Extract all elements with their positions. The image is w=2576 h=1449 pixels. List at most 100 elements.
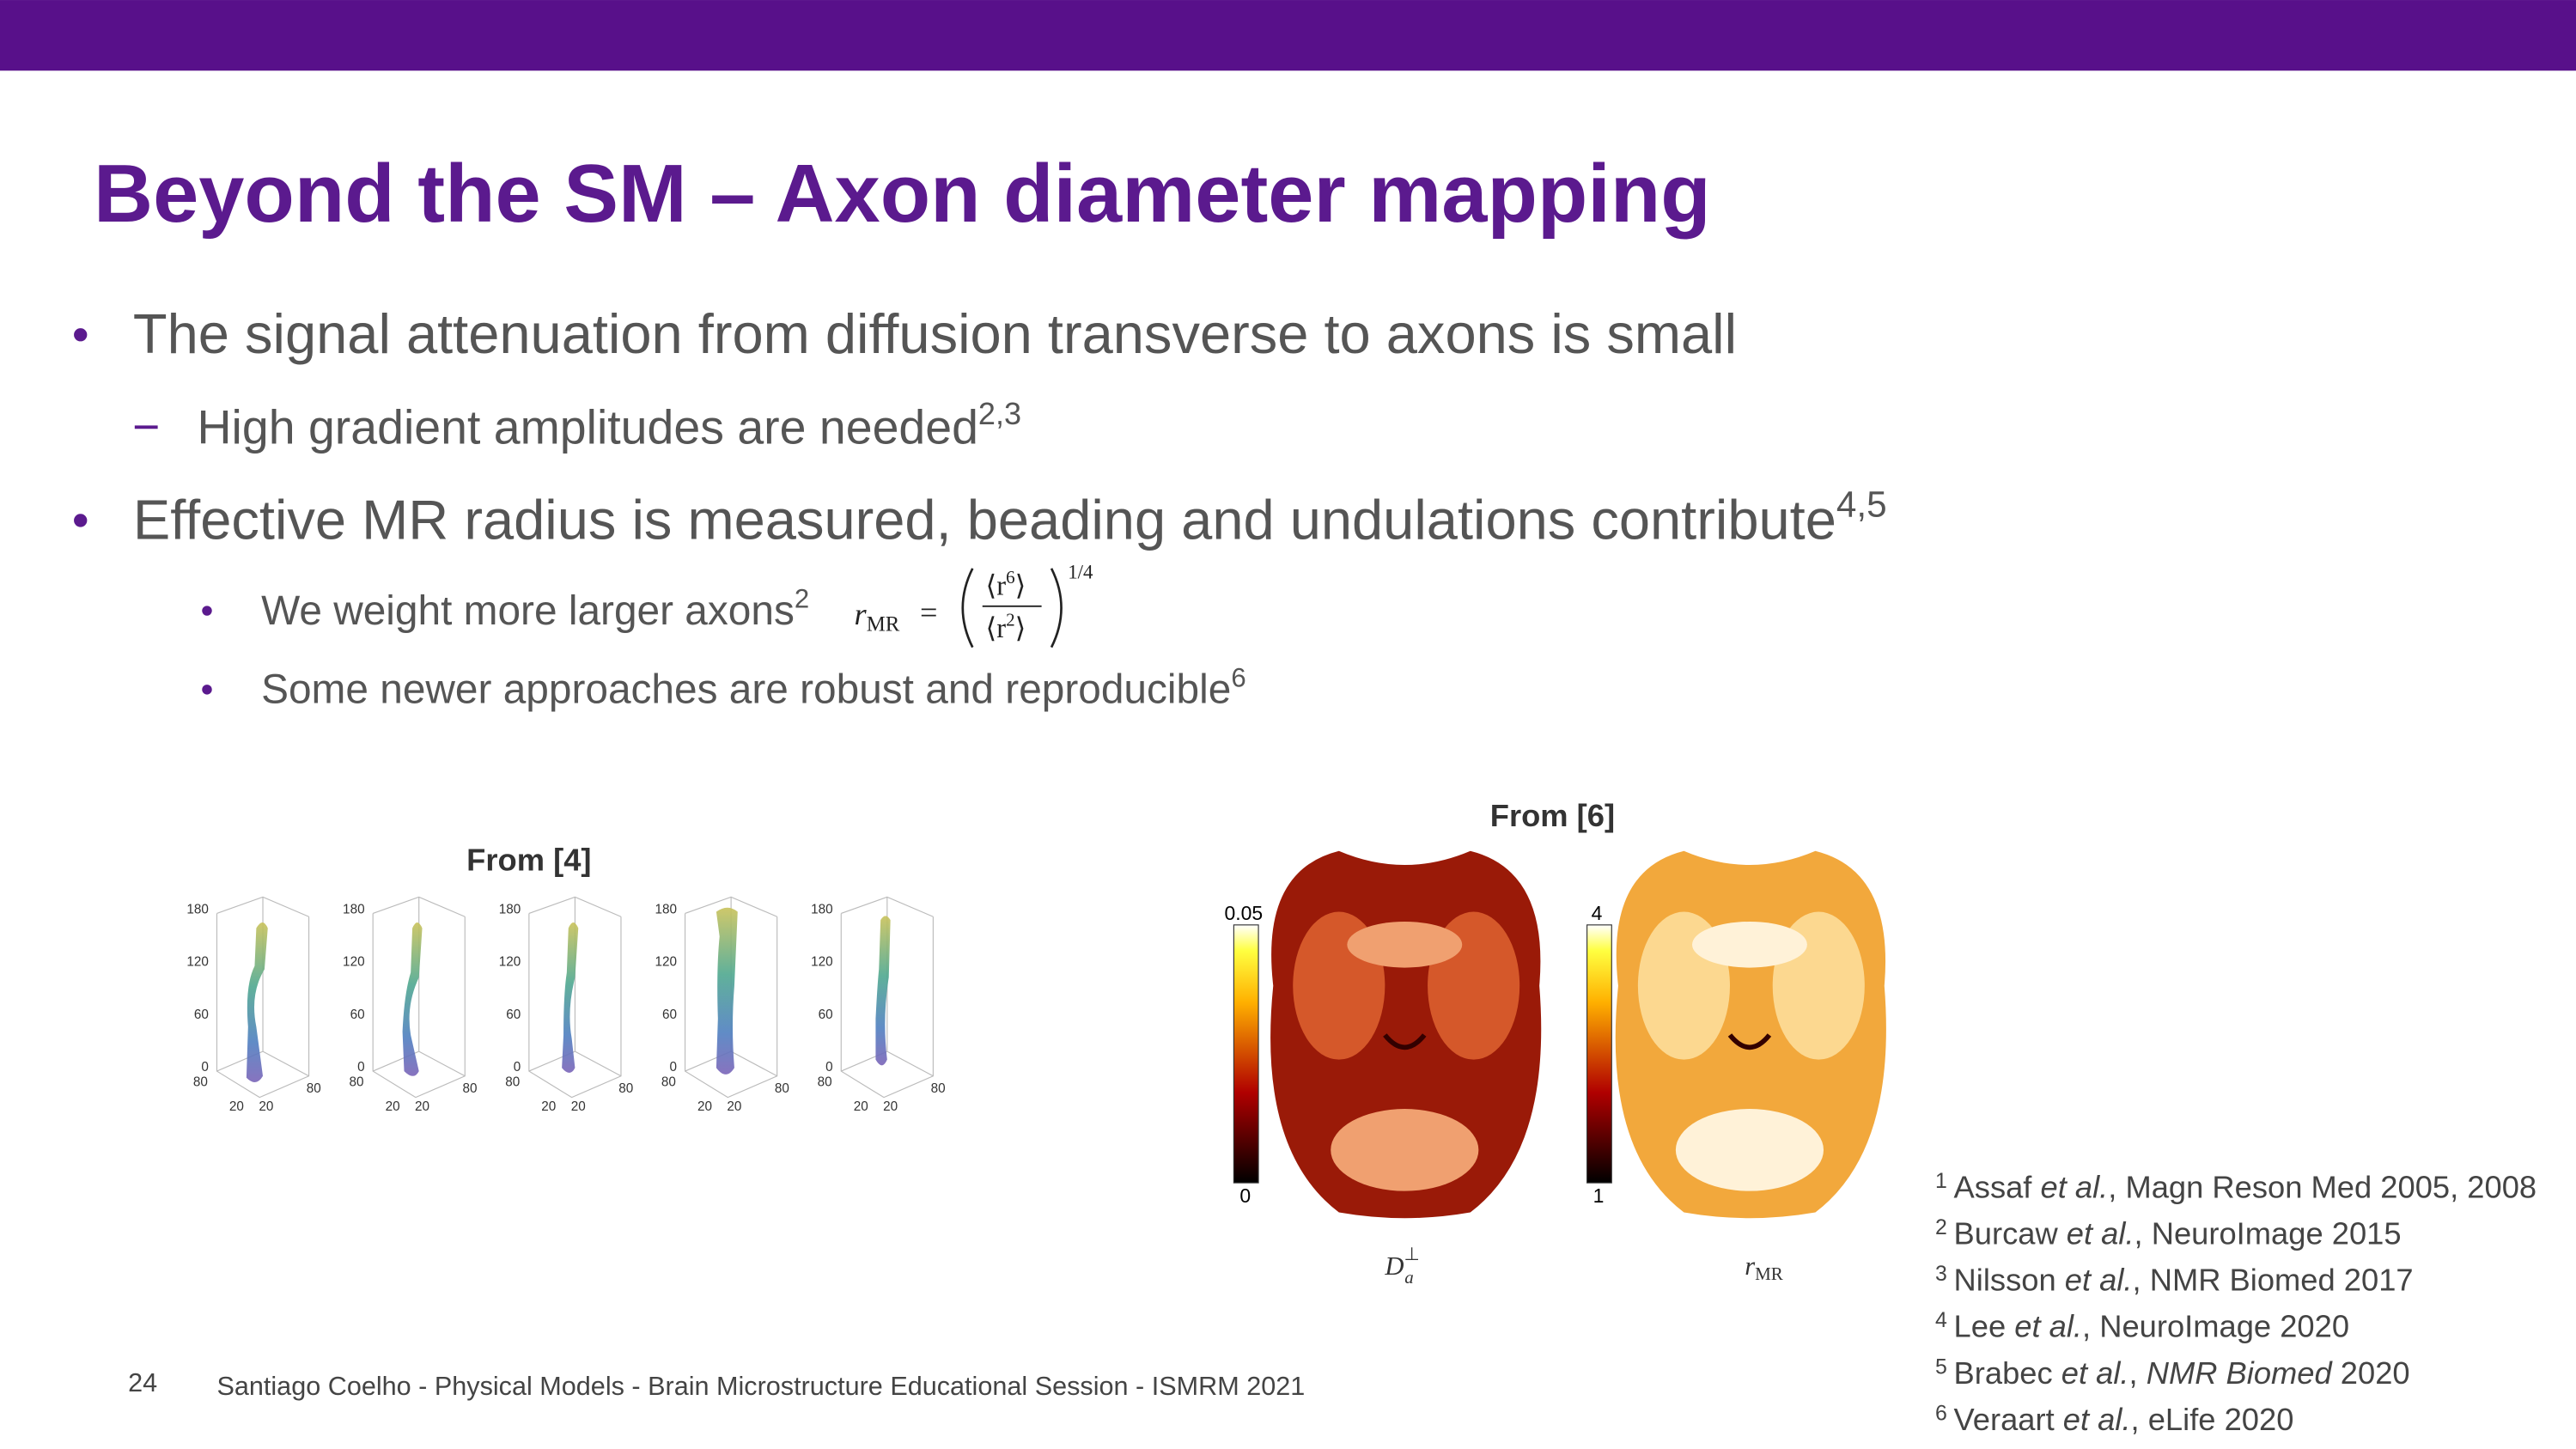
depth-label: 80	[931, 1081, 946, 1096]
width-label: 20	[883, 1099, 898, 1114]
width-label: 20	[697, 1099, 712, 1114]
reference-number: 1	[1935, 1169, 1947, 1193]
reference-part: Nilsson	[1954, 1263, 2065, 1298]
reference-part: Assaf	[1954, 1169, 2041, 1204]
reference: 2 Burcaw et al., NeuroImage 2015	[1935, 1215, 2401, 1251]
reference-number: 3	[1935, 1262, 1947, 1286]
axon-surface	[875, 916, 891, 1066]
reference: 4 Lee et al., NeuroImage 2020	[1935, 1308, 2349, 1343]
paren-left	[961, 568, 974, 648]
width-label: 20	[541, 1099, 556, 1114]
reference-part: , NMR Biomed 2017	[2133, 1263, 2414, 1298]
brain-region	[1692, 922, 1807, 968]
brain-region	[1675, 1109, 1824, 1191]
bullet-dot	[74, 328, 88, 342]
formula-power: 1/4	[1068, 561, 1093, 582]
reference-part: Burcaw	[1954, 1215, 2067, 1251]
width-label: 20	[415, 1099, 429, 1114]
bullet-text: The signal attenuation from diffusion tr…	[133, 302, 1737, 365]
formula-close: ⟩	[1015, 613, 1026, 644]
z-tick-label: 60	[350, 1008, 365, 1022]
reference-number: 2	[1935, 1215, 1947, 1239]
formula-base: ⟨r	[986, 570, 1007, 601]
bullet-text: High gradient amplitudes are needed2,3	[198, 396, 1022, 454]
colorbar	[1233, 924, 1259, 1184]
z-tick-label: 0	[201, 1060, 209, 1075]
formula-equals: =	[920, 595, 938, 630]
depth-label: 80	[193, 1075, 208, 1089]
ventricle	[1383, 1033, 1427, 1050]
reference-part: , eLife 2020	[2131, 1402, 2294, 1437]
plot-frame	[840, 896, 934, 1099]
formula-lhs: rMR	[855, 597, 900, 636]
width-label: 20	[229, 1099, 244, 1114]
width-label: 20	[727, 1099, 741, 1114]
z-tick-label: 120	[655, 955, 677, 970]
reference: 3 Nilsson et al., NMR Biomed 2017	[1935, 1262, 2414, 1297]
bullet-text-main: High gradient amplitudes are needed	[198, 400, 978, 454]
map-label: rMR	[1745, 1251, 1783, 1284]
z-tick-label: 60	[819, 1008, 833, 1022]
colorbar-max-label: 0.05	[1225, 902, 1264, 924]
reference-part: Veraart	[1954, 1402, 2063, 1437]
reference: 6 Veraart et al., eLife 2020	[1935, 1401, 2293, 1436]
formula-subscript: MR	[867, 612, 900, 636]
map-label-subscript: MR	[1755, 1263, 1783, 1284]
reference: 1 Assaf et al., Magn Reson Med 2005, 2008	[1935, 1169, 2536, 1204]
depth-label: 80	[818, 1075, 832, 1089]
formula-denominator: ⟨r2⟩	[986, 610, 1026, 644]
reference-part: et al.	[2061, 1355, 2129, 1391]
map-label-subscript: a	[1404, 1267, 1414, 1288]
colorbar-max-label: 4	[1592, 902, 1603, 924]
z-tick-label: 0	[357, 1060, 365, 1075]
figure-caption: From [4]	[466, 843, 591, 878]
z-tick-label: 180	[499, 902, 521, 916]
page-number: 24	[128, 1368, 157, 1397]
superscript: 2,3	[978, 396, 1021, 431]
reference-part: , Magn Reson Med 2005, 2008	[2108, 1169, 2536, 1204]
plot-frame	[372, 896, 466, 1099]
map-label-superscript: ⊥	[1404, 1244, 1419, 1264]
reference-number: 4	[1935, 1308, 1947, 1332]
z-tick-label: 180	[343, 902, 365, 916]
map-label-symbol: r	[1745, 1251, 1755, 1281]
colorbar	[1586, 924, 1612, 1184]
reference-part: et al.	[2063, 1402, 2131, 1437]
z-tick-label: 0	[825, 1060, 833, 1075]
superscript: 4,5	[1836, 484, 1887, 524]
depth-label: 80	[661, 1075, 676, 1089]
reference-part: et al.	[2065, 1263, 2133, 1298]
formula-close: ⟩	[1015, 570, 1026, 601]
bullet-text-main: Effective MR radius is measured, beading…	[133, 488, 1836, 551]
z-tick-label: 60	[194, 1008, 209, 1022]
z-tick-label: 120	[811, 955, 833, 970]
brain-region	[1347, 922, 1463, 968]
z-tick-label: 120	[499, 955, 521, 970]
depth-label: 80	[307, 1081, 321, 1096]
axon-surface	[246, 922, 268, 1083]
bullet-text: We weight more larger axons2	[261, 584, 809, 634]
z-tick-label: 120	[186, 955, 209, 970]
depth-label: 80	[505, 1075, 520, 1089]
top-bar	[0, 0, 2576, 71]
depth-label: 80	[775, 1081, 789, 1096]
superscript: 2	[795, 584, 809, 614]
width-label: 20	[386, 1099, 400, 1114]
reference-part: et al.	[2041, 1169, 2109, 1204]
brain-region	[1331, 1109, 1479, 1191]
map-label: D⊥ a	[1384, 1244, 1419, 1288]
bullet-text: Some newer approaches are robust and rep…	[261, 663, 1246, 713]
ventricle	[1727, 1033, 1772, 1050]
formula-base: ⟨r	[986, 613, 1007, 644]
depth-label: 80	[350, 1075, 364, 1089]
formula-numerator: ⟨r6⟩	[986, 567, 1026, 601]
reference-part: ,	[2129, 1355, 2147, 1391]
plot-frame	[216, 896, 310, 1099]
bullet-text-main: We weight more larger axons	[261, 588, 795, 634]
reference-part: Brabec	[1954, 1355, 2061, 1391]
width-label: 20	[571, 1099, 586, 1114]
depth-label: 80	[618, 1081, 633, 1096]
formula-exponent: 6	[1006, 567, 1015, 588]
reference-part: 2020	[2332, 1355, 2410, 1391]
